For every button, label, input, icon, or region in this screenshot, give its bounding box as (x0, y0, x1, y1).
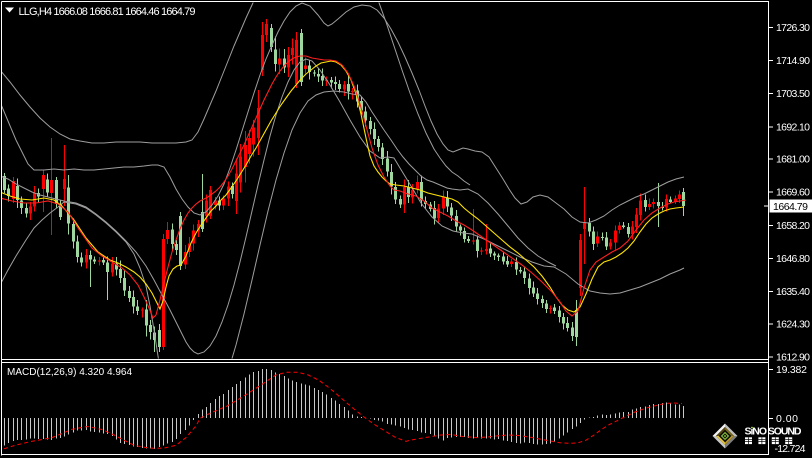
svg-text:LLG,H4 1666.08 1666.81 1664.4: LLG,H4 1666.08 1666.81 1664.46 1664.79 (19, 6, 196, 18)
svg-text:19.382: 19.382 (776, 364, 807, 376)
svg-text:1612.90: 1612.90 (776, 351, 810, 363)
svg-text:1714.90: 1714.90 (776, 55, 810, 67)
svg-text:1692.10: 1692.10 (776, 121, 810, 133)
svg-text:1703.50: 1703.50 (776, 88, 810, 100)
svg-text:1646.80: 1646.80 (776, 253, 810, 265)
svg-text:1681.00: 1681.00 (776, 154, 810, 166)
svg-text:1624.30: 1624.30 (776, 318, 810, 330)
svg-text:-12.724: -12.724 (775, 443, 806, 455)
svg-text:1658.20: 1658.20 (776, 220, 810, 232)
svg-text:1726.30: 1726.30 (776, 22, 810, 34)
svg-text:1669.60: 1669.60 (776, 187, 810, 199)
svg-text:1664.79: 1664.79 (773, 201, 808, 213)
svg-text:MACD(12,26,9) 4.320 4.964: MACD(12,26,9) 4.320 4.964 (7, 367, 132, 378)
svg-text:1635.40: 1635.40 (776, 286, 810, 298)
svg-text:SiNO SOUND: SiNO SOUND (745, 426, 802, 438)
svg-text:0.00: 0.00 (776, 413, 798, 425)
